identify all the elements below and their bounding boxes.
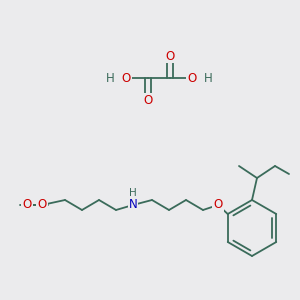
Text: O: O: [213, 199, 223, 212]
Text: O: O: [22, 199, 32, 212]
Text: O: O: [38, 199, 46, 212]
Text: H: H: [204, 71, 212, 85]
Text: O: O: [188, 71, 196, 85]
Text: O: O: [143, 94, 153, 106]
Text: N: N: [129, 199, 137, 212]
Text: H: H: [106, 71, 114, 85]
Text: O: O: [122, 71, 130, 85]
Text: O: O: [165, 50, 175, 62]
Text: H: H: [129, 188, 137, 198]
